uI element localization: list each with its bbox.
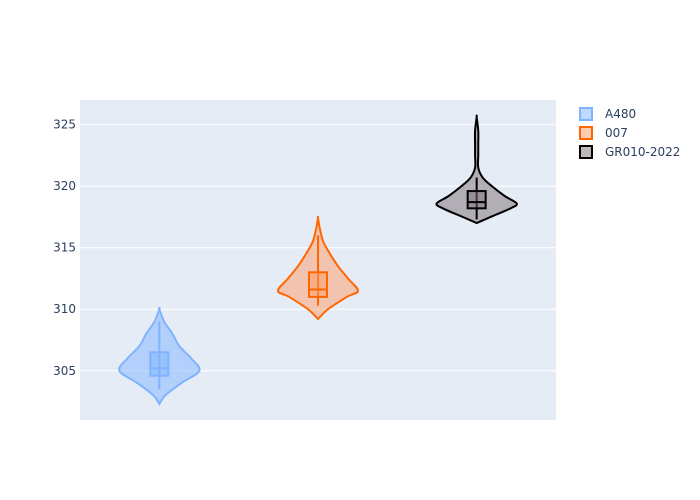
legend-item[interactable]: A480 (579, 107, 636, 121)
legend: A480 007 GR010-2022 (579, 107, 680, 159)
y-tick-label: 310 (53, 302, 76, 316)
violin-box (466, 190, 487, 210)
legend-swatch (579, 145, 593, 159)
violins (118, 114, 518, 406)
y-tick-label: 320 (53, 179, 76, 193)
violin-GR010-2022 (435, 114, 518, 225)
legend-swatch (579, 107, 593, 121)
y-tick-label: 305 (53, 364, 76, 378)
violin-body (435, 114, 518, 225)
legend-label: A480 (605, 107, 636, 121)
legend-label: GR010-2022 (605, 145, 680, 159)
legend-swatch (579, 126, 593, 140)
y-axis-ticks: 305 310 315 320 325 (53, 118, 76, 378)
violin-A480 (118, 306, 201, 406)
legend-item[interactable]: GR010-2022 (579, 145, 680, 159)
legend-item[interactable]: 007 (579, 126, 628, 140)
y-tick-label: 315 (53, 241, 76, 255)
legend-label: 007 (605, 126, 628, 140)
y-tick-label: 325 (53, 118, 76, 132)
violin-box (149, 351, 170, 377)
violin-box (308, 271, 328, 298)
violin-007 (277, 215, 359, 321)
